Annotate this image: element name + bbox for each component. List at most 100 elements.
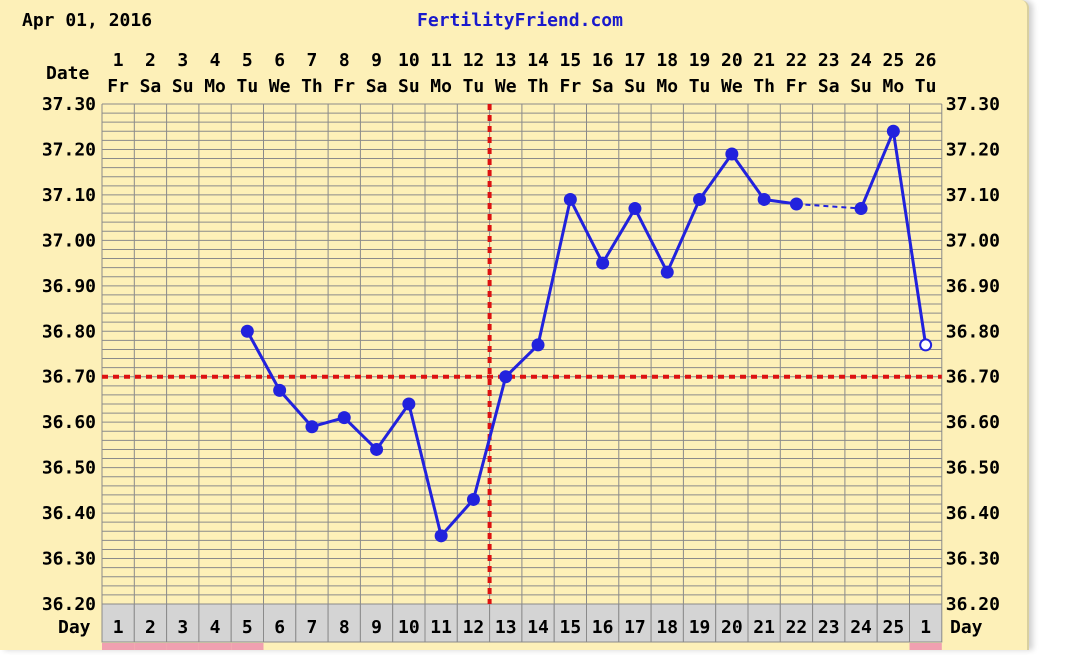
- temperature-point: [886, 124, 900, 138]
- temperature-point: [531, 338, 545, 352]
- cycle-day-label: 24: [850, 617, 872, 638]
- temperature-point: [273, 383, 287, 397]
- date-label: 14: [527, 50, 549, 71]
- day-row-label-right: Day: [950, 617, 983, 638]
- cycle-day-label: 20: [721, 617, 743, 638]
- y-tick-label-right: 36.20: [946, 594, 1000, 615]
- period-marker: [134, 643, 167, 650]
- temperature-point: [725, 147, 739, 161]
- weekday-label: We: [495, 76, 517, 97]
- date-label: 25: [883, 50, 905, 71]
- weekday-label: Th: [527, 76, 549, 97]
- cycle-day-cell: [327, 603, 361, 643]
- date-label: 6: [274, 50, 285, 71]
- cycle-day-label: 1: [920, 617, 931, 638]
- y-tick-label-left: 36.30: [42, 549, 96, 570]
- cycle-day-label: 19: [689, 617, 711, 638]
- cycle-day-cell: [424, 603, 458, 643]
- temperature-point-hollow: [919, 338, 933, 352]
- cycle-day-cell: [166, 603, 200, 643]
- cycle-day-cell: [230, 603, 264, 643]
- date-label: 10: [398, 50, 420, 71]
- temperature-point: [337, 411, 351, 425]
- y-tick-label-left: 36.80: [42, 321, 96, 342]
- date-label: 4: [210, 50, 221, 71]
- cycle-day-label: 15: [560, 617, 582, 638]
- temperature-segment: [407, 403, 443, 537]
- cycle-day-label: 21: [753, 617, 775, 638]
- temperature-point: [789, 197, 803, 211]
- date-label: 3: [177, 50, 188, 71]
- y-tick-label-left: 36.70: [42, 367, 96, 388]
- weekday-label: Fr: [107, 76, 129, 97]
- cycle-day-cell: [876, 603, 911, 643]
- weekday-label: Mo: [883, 76, 905, 97]
- weekday-label: Sa: [592, 76, 614, 97]
- cycle-day-cell: [392, 603, 426, 643]
- cycle-day-label: 11: [430, 617, 452, 638]
- cycle-day-cell: [359, 603, 394, 643]
- cycle-day-label: 4: [210, 617, 221, 638]
- date-row-label: Date: [46, 63, 90, 84]
- date-label: 5: [242, 50, 253, 71]
- y-tick-label-left: 36.20: [42, 594, 96, 615]
- temperature-point: [402, 397, 416, 411]
- temperature-segment: [859, 130, 895, 210]
- temperature-segment: [471, 376, 508, 500]
- y-tick-label-left: 36.50: [42, 458, 96, 479]
- weekday-label: Mo: [204, 76, 226, 97]
- cycle-day-label: 18: [656, 617, 678, 638]
- temperature-segment: [796, 203, 862, 210]
- temperature-point: [466, 492, 480, 506]
- y-tick-label-right: 37.00: [946, 230, 1000, 251]
- weekday-label: Tu: [463, 76, 485, 97]
- chart-date: Apr 01, 2016: [22, 10, 152, 31]
- cycle-day-label: 12: [463, 617, 485, 638]
- weekday-label: Su: [850, 76, 872, 97]
- date-label: 26: [915, 50, 937, 71]
- cycle-day-label: 3: [177, 617, 188, 638]
- y-tick-label-left: 37.10: [42, 185, 96, 206]
- temperature-segment: [633, 207, 669, 273]
- y-tick-label-right: 36.30: [946, 549, 1000, 570]
- weekday-label: Th: [753, 76, 775, 97]
- date-label: 18: [656, 50, 678, 71]
- date-label: 24: [850, 50, 872, 71]
- y-tick-label-left: 37.30: [42, 94, 96, 115]
- cycle-day-label: 14: [527, 617, 549, 638]
- date-label: 20: [721, 50, 743, 71]
- date-label: 2: [145, 50, 156, 71]
- y-tick-label-right: 36.50: [946, 458, 1000, 479]
- cycle-day-cell: [133, 603, 168, 643]
- temperature-segment: [246, 330, 281, 392]
- date-label: 13: [495, 50, 517, 71]
- bbt-chart: Apr 01, 2016 FertilityFriend.com Date Da…: [22, 10, 1000, 650]
- temperature-segment: [730, 153, 766, 201]
- date-label: 11: [430, 50, 452, 71]
- temperature-segment: [698, 153, 734, 201]
- weekday-label: Su: [172, 76, 194, 97]
- weekday-label: We: [721, 76, 743, 97]
- weekday-label: Mo: [430, 76, 452, 97]
- weekday-label: Sa: [818, 76, 840, 97]
- temperature-point: [240, 324, 254, 338]
- period-marker: [102, 643, 135, 650]
- date-label: 22: [786, 50, 808, 71]
- cycle-day-cell: [586, 603, 620, 643]
- temperature-segment: [343, 416, 378, 451]
- cycle-day-label: 7: [307, 617, 318, 638]
- temperature-point: [854, 202, 868, 216]
- temperature-point: [596, 256, 610, 270]
- weekday-label: Su: [624, 76, 646, 97]
- weekday-label: Tu: [915, 76, 937, 97]
- temperature-segment: [601, 207, 637, 264]
- cycle-day-label: 10: [398, 617, 420, 638]
- date-label: 8: [339, 50, 350, 71]
- weekday-label: Sa: [366, 76, 388, 97]
- date-label: 1: [113, 50, 124, 71]
- y-tick-label-right: 37.20: [946, 139, 1000, 160]
- date-label: 15: [560, 50, 582, 71]
- cycle-day-cell: [101, 603, 135, 643]
- temperature-point: [757, 192, 771, 206]
- weekday-label: Fr: [786, 76, 808, 97]
